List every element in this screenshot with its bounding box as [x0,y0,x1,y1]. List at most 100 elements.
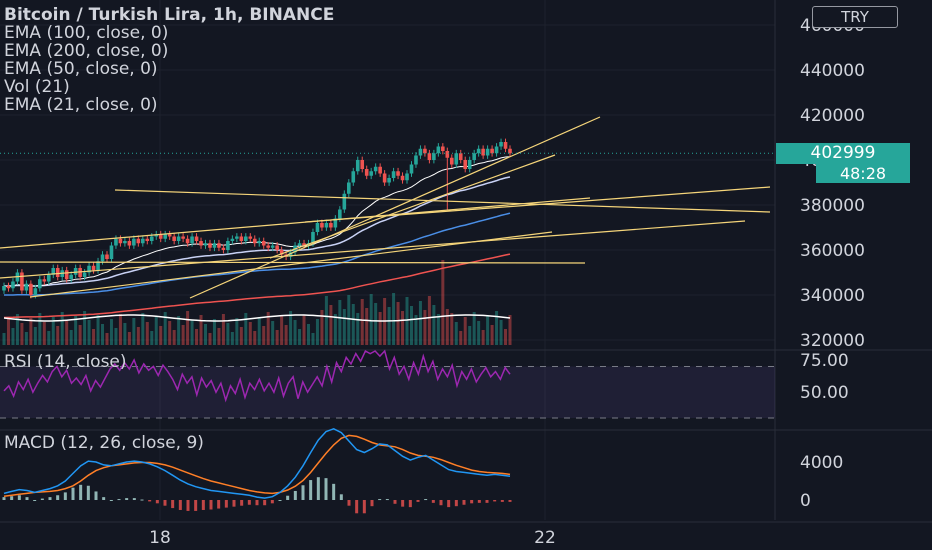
volume-bar [284,325,288,345]
volume-bar [24,332,28,345]
volume-bar [472,312,476,345]
macd-histogram-bar [2,497,6,500]
price-tick-label: 360000 [800,241,865,261]
macd-pane[interactable] [2,427,512,514]
volume-bar [132,318,136,345]
rsi-legend[interactable]: RSI (14, close) [4,352,127,372]
indicator-ema21[interactable]: EMA (21, close, 0) [4,95,158,115]
volume-bar [217,328,221,345]
volume-bar [338,300,342,345]
price-pane[interactable] [0,116,775,345]
time-tick-label: 18 [149,528,171,548]
candle-body [208,243,212,248]
candle-body [11,281,15,289]
volume-bar [409,306,413,345]
macd-histogram-bar [316,477,320,500]
volume-bar [486,316,490,345]
volume-bar [78,325,82,345]
macd-histogram-bar [355,500,359,514]
candle-body [78,268,82,277]
volume-bar [374,303,378,345]
candle-body [257,241,262,244]
volume-bar [481,330,485,345]
candle-countdown: 48:28 [816,164,910,183]
trend-line [0,220,746,279]
volume-bar [351,304,355,345]
indicator-ema100[interactable]: EMA (100, close, 0) [4,23,169,43]
macd-tick-label: 4000 [800,453,843,473]
macd-histogram-bar [378,499,382,501]
candle-body [338,209,342,219]
macd-histogram-bar [347,500,351,506]
candle-body [405,173,409,181]
macd-legend[interactable]: MACD (12, 26, close, 9) [4,433,204,453]
volume-bar [127,332,131,345]
volume-bar [235,318,239,345]
trend-line [304,186,771,223]
volume-bar [275,330,279,345]
macd-histogram-bar [370,500,374,507]
volume-bar [508,315,512,345]
macd-histogram-bar [408,500,412,508]
indicator-ema50[interactable]: EMA (50, close, 0) [4,59,158,79]
candle-body [141,238,145,244]
volume-bar [306,324,310,345]
macd-histogram-bar [339,494,343,500]
macd-histogram-bar [201,500,205,510]
currency-button[interactable]: TRY [812,6,898,28]
candle-body [230,238,235,241]
macd-histogram-bar [500,500,504,502]
macd-line [3,427,511,499]
volume-bar [239,327,243,345]
volume-bar [392,293,396,345]
candle-body [82,272,87,277]
indicator-ema200[interactable]: EMA (200, close, 0) [4,41,169,61]
candle-body [297,243,302,246]
candle-body [333,218,338,228]
macd-histogram-bar [86,485,90,500]
time-tick-label: 22 [534,528,556,548]
candle-body [315,223,320,232]
volume-bar [172,330,176,345]
macd-histogram-bar [171,500,175,509]
candle-body [199,241,203,246]
macd-histogram-bar [102,497,106,500]
macd-histogram-bar [263,500,267,506]
candle-body [436,146,441,154]
candle-body [503,142,508,149]
volume-bar [423,310,427,345]
candle-body [158,234,163,239]
volume-bar [6,319,10,345]
candle-body [508,148,512,154]
volume-bar [51,317,55,345]
indicator-vol[interactable]: Vol (21) [4,77,70,97]
macd-histogram-bar [17,495,21,500]
time-axis[interactable]: 18 22 [0,521,932,548]
candle-body [396,171,400,176]
price-axis[interactable]: 3200003400003600003800004000004200004400… [800,16,865,511]
volume-bar [302,315,306,345]
candle-body [127,241,132,246]
macd-histogram-bar [255,500,259,506]
macd-histogram-bar [109,500,113,501]
macd-histogram-bar [178,500,182,510]
macd-histogram-bar [163,500,167,506]
volume-bar [199,315,203,345]
macd-histogram-bar [508,500,512,502]
candle-body [185,238,190,244]
volume-bar [459,331,463,345]
macd-histogram-bar [79,484,83,500]
macd-histogram-bar [217,500,221,509]
candle-body [252,238,257,244]
volume-bar [333,314,337,345]
macd-histogram-bar [48,497,52,500]
volume-bar [436,314,440,345]
candle-body [324,223,329,228]
volume-bar [320,310,324,345]
rsi-pane[interactable] [0,349,775,419]
candle-body [311,232,315,244]
candle-body [373,166,378,172]
volume-bar [257,317,261,345]
macd-histogram-bar [117,499,121,501]
